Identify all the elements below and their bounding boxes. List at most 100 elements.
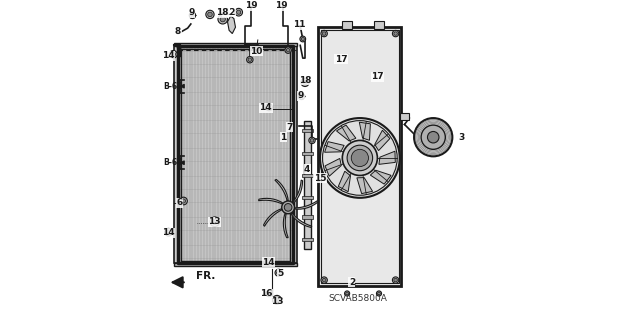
- Bar: [303, 129, 313, 132]
- Polygon shape: [379, 151, 396, 164]
- Polygon shape: [371, 170, 391, 184]
- Circle shape: [346, 292, 349, 295]
- Text: 18: 18: [300, 76, 312, 85]
- Text: B-60: B-60: [164, 82, 183, 91]
- Circle shape: [212, 219, 218, 224]
- Circle shape: [344, 291, 349, 296]
- Circle shape: [376, 291, 381, 296]
- Bar: [303, 152, 313, 155]
- Circle shape: [212, 219, 218, 224]
- Text: 4: 4: [304, 165, 310, 174]
- Circle shape: [275, 297, 280, 302]
- Text: 9: 9: [189, 8, 195, 17]
- Polygon shape: [275, 180, 289, 202]
- Circle shape: [266, 104, 273, 111]
- Bar: [321, 30, 399, 283]
- Polygon shape: [292, 180, 303, 204]
- Circle shape: [218, 14, 227, 24]
- Circle shape: [394, 278, 397, 282]
- Polygon shape: [294, 201, 318, 209]
- Circle shape: [347, 145, 372, 171]
- Circle shape: [284, 204, 292, 211]
- Polygon shape: [339, 171, 351, 192]
- Text: 3: 3: [459, 133, 465, 142]
- Bar: [178, 46, 293, 263]
- Circle shape: [208, 12, 212, 17]
- Text: 2: 2: [349, 278, 355, 287]
- Polygon shape: [291, 212, 312, 227]
- Bar: [319, 27, 401, 286]
- Circle shape: [321, 30, 327, 37]
- Circle shape: [300, 36, 306, 42]
- Text: B-60: B-60: [164, 158, 183, 167]
- Text: SCVAB5800A: SCVAB5800A: [329, 294, 388, 303]
- Circle shape: [180, 197, 188, 205]
- Circle shape: [301, 37, 305, 41]
- Bar: [374, 21, 384, 29]
- Bar: [303, 238, 313, 241]
- Text: 11: 11: [293, 20, 305, 29]
- Circle shape: [171, 52, 175, 56]
- Text: 18: 18: [216, 8, 229, 17]
- Polygon shape: [359, 122, 371, 140]
- Circle shape: [309, 137, 316, 144]
- Circle shape: [237, 10, 241, 14]
- Polygon shape: [325, 159, 341, 176]
- Bar: [303, 196, 313, 199]
- Text: 15: 15: [314, 174, 326, 182]
- Circle shape: [267, 105, 271, 109]
- Circle shape: [246, 56, 253, 63]
- Circle shape: [320, 118, 400, 198]
- Circle shape: [170, 50, 177, 58]
- Circle shape: [235, 8, 243, 16]
- Circle shape: [206, 10, 214, 19]
- Text: 17: 17: [335, 55, 348, 63]
- Text: 5: 5: [277, 269, 284, 278]
- Bar: [174, 263, 297, 266]
- Text: 9: 9: [298, 91, 304, 100]
- Text: 19: 19: [245, 1, 258, 10]
- Text: 13: 13: [209, 217, 221, 226]
- Bar: [303, 174, 313, 177]
- Text: 6: 6: [177, 198, 183, 207]
- Text: 16: 16: [260, 289, 273, 298]
- Text: FR.: FR.: [196, 271, 216, 281]
- Circle shape: [166, 230, 171, 234]
- Circle shape: [310, 139, 314, 142]
- Text: 14: 14: [259, 103, 272, 112]
- Circle shape: [303, 80, 307, 85]
- Circle shape: [275, 298, 279, 302]
- Text: 13: 13: [271, 297, 283, 306]
- Circle shape: [282, 201, 294, 214]
- Text: 10: 10: [250, 47, 262, 56]
- Bar: [342, 21, 352, 29]
- Polygon shape: [259, 198, 284, 204]
- Circle shape: [342, 140, 378, 175]
- Circle shape: [210, 217, 220, 226]
- Circle shape: [268, 292, 271, 295]
- Circle shape: [286, 48, 290, 52]
- Circle shape: [421, 125, 445, 149]
- Bar: [174, 43, 297, 46]
- Circle shape: [394, 32, 397, 35]
- Polygon shape: [337, 125, 356, 141]
- Bar: [293, 46, 297, 263]
- Circle shape: [248, 58, 252, 62]
- Circle shape: [378, 292, 380, 295]
- Bar: [400, 113, 410, 120]
- Polygon shape: [324, 142, 344, 152]
- Circle shape: [301, 78, 309, 86]
- Circle shape: [164, 228, 172, 236]
- Text: 1: 1: [280, 133, 287, 142]
- Circle shape: [392, 30, 399, 37]
- Text: 14: 14: [262, 258, 275, 267]
- Circle shape: [276, 271, 280, 275]
- Bar: [304, 121, 311, 249]
- Circle shape: [298, 93, 305, 100]
- Text: 17: 17: [371, 72, 384, 81]
- Text: 12: 12: [223, 8, 236, 17]
- Circle shape: [323, 278, 326, 282]
- Text: 14: 14: [162, 51, 175, 60]
- Polygon shape: [284, 212, 288, 238]
- Circle shape: [351, 149, 369, 167]
